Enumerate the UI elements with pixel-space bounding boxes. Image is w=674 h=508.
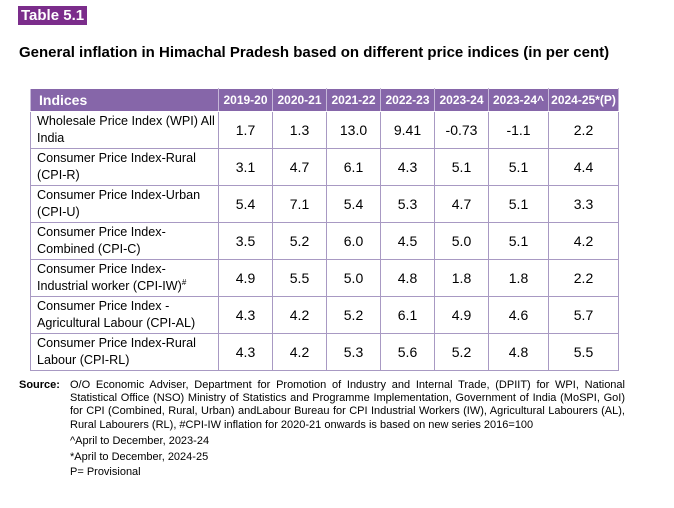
table-cell: 5.7: [548, 296, 619, 334]
column-header: 2024-25*(P): [548, 88, 619, 112]
footnote: ^April to December, 2023-24: [70, 435, 210, 448]
row-label: Consumer Price Index- Combined (CPI-C): [30, 222, 219, 260]
table-cell: 5.3: [380, 185, 435, 223]
table-cell: 4.8: [380, 259, 435, 297]
table-cell: 4.4: [548, 148, 619, 186]
inflation-table: Indices 2019-20 2020-21 2021-22 2022-23 …: [30, 88, 619, 371]
row-label: Consumer Price Index-Rural (CPI-R): [30, 148, 219, 186]
table-title: General inflation in Himachal Pradesh ba…: [19, 44, 610, 61]
table-cell: 6.1: [380, 296, 435, 334]
source-label: Source:: [19, 379, 60, 391]
column-header: 2020-21: [272, 88, 327, 112]
table-cell: 6.1: [326, 148, 381, 186]
table-cell: 5.2: [326, 296, 381, 334]
footnote: *April to December, 2024-25: [70, 450, 209, 463]
table-cell: 1.3: [272, 111, 327, 149]
table-cell: 5.6: [380, 333, 435, 371]
table-cell: -0.73: [434, 111, 489, 149]
table-row: Consumer Price Index - Agricultural Labo…: [30, 296, 619, 334]
column-header: 2023-24^: [488, 88, 549, 112]
table-cell: 2.2: [548, 111, 619, 149]
row-label-text: Consumer Price Index-Rural Labour (CPI-R…: [37, 336, 196, 367]
table-cell: 5.0: [326, 259, 381, 297]
table-cell: 5.1: [434, 148, 489, 186]
table-cell: 4.9: [218, 259, 273, 297]
row-label-text: Consumer Price Index - Agricultural Labo…: [37, 299, 196, 330]
table-cell: 5.1: [488, 148, 549, 186]
table-cell: 4.2: [272, 333, 327, 371]
table-cell: -1.1: [488, 111, 549, 149]
table-cell: 4.6: [488, 296, 549, 334]
table-cell: 5.1: [488, 222, 549, 260]
row-label: Consumer Price Index - Agricultural Labo…: [30, 296, 219, 334]
table-cell: 4.7: [434, 185, 489, 223]
table-cell: 5.1: [488, 185, 549, 223]
table-cell: 5.5: [272, 259, 327, 297]
column-header: 2019-20: [218, 88, 273, 112]
table-cell: 3.5: [218, 222, 273, 260]
table-row: Consumer Price Index-Rural (CPI-R) 3.1 4.7…: [30, 148, 619, 186]
table-cell: 5.2: [272, 222, 327, 260]
table-cell: 3.1: [218, 148, 273, 186]
table-cell: 4.7: [272, 148, 327, 186]
table-cell: 4.3: [218, 296, 273, 334]
table-cell: 6.0: [326, 222, 381, 260]
table-cell: 4.9: [434, 296, 489, 334]
table-cell: 4.8: [488, 333, 549, 371]
table-cell: 5.5: [548, 333, 619, 371]
table-row: Consumer Price Index-Rural Labour (CPI-R…: [30, 333, 619, 371]
table-cell: 5.0: [434, 222, 489, 260]
table-cell: 7.1: [272, 185, 327, 223]
table-row: Wholesale Price Index (WPI) All India 1.7…: [30, 111, 619, 149]
row-label: Wholesale Price Index (WPI) All India: [30, 111, 219, 149]
table-cell: 13.0: [326, 111, 381, 149]
table-cell: 9.41: [380, 111, 435, 149]
footnote-marker: #: [181, 277, 187, 287]
table-number-badge: Table 5.1: [18, 6, 88, 25]
table-cell: 4.3: [218, 333, 273, 371]
column-header: 2021-22: [326, 88, 381, 112]
table-cell: 1.8: [488, 259, 549, 297]
column-header: Indices: [30, 88, 219, 112]
table-cell: 4.2: [548, 222, 619, 260]
source-text: O/O Economic Adviser, Department for Pro…: [70, 379, 625, 431]
table-body: Wholesale Price Index (WPI) All India 1.7…: [30, 111, 619, 371]
table-cell: 4.3: [380, 148, 435, 186]
table-cell: 1.8: [434, 259, 489, 297]
table-cell: 2.2: [548, 259, 619, 297]
table-cell: 1.7: [218, 111, 273, 149]
table-cell: 4.5: [380, 222, 435, 260]
column-header: 2022-23: [380, 88, 435, 112]
table-row: Consumer Price Index- Industrial worker …: [30, 259, 619, 297]
footnote: P= Provisional: [70, 465, 141, 478]
table-cell: 4.2: [272, 296, 327, 334]
source-note: Source: O/O Economic Adviser, Department…: [19, 379, 625, 479]
row-label: Consumer Price Index- Industrial worker …: [30, 259, 219, 297]
table-cell: 5.2: [434, 333, 489, 371]
row-label-text: Consumer Price Index-Urban (CPI-U): [37, 188, 201, 219]
table-row: Consumer Price Index- Combined (CPI-C) 3.…: [30, 222, 619, 260]
row-label-text: Wholesale Price Index (WPI) All India: [37, 114, 215, 145]
row-label: Consumer Price Index-Urban (CPI-U): [30, 185, 219, 223]
row-label: Consumer Price Index-Rural Labour (CPI-R…: [30, 333, 219, 371]
table-row: Consumer Price Index-Urban (CPI-U) 5.4 7.1…: [30, 185, 619, 223]
row-label-text: Consumer Price Index- Combined (CPI-C): [37, 225, 166, 256]
row-label-text: Consumer Price Index- Industrial worker …: [37, 262, 182, 293]
column-header: 2023-24: [434, 88, 489, 112]
table-cell: 5.3: [326, 333, 381, 371]
table-header-row: Indices 2019-20 2020-21 2021-22 2022-23 …: [30, 88, 619, 112]
table-cell: 5.4: [326, 185, 381, 223]
table-cell: 5.4: [218, 185, 273, 223]
table-cell: 3.3: [548, 185, 619, 223]
row-label-text: Consumer Price Index-Rural (CPI-R): [37, 151, 196, 182]
